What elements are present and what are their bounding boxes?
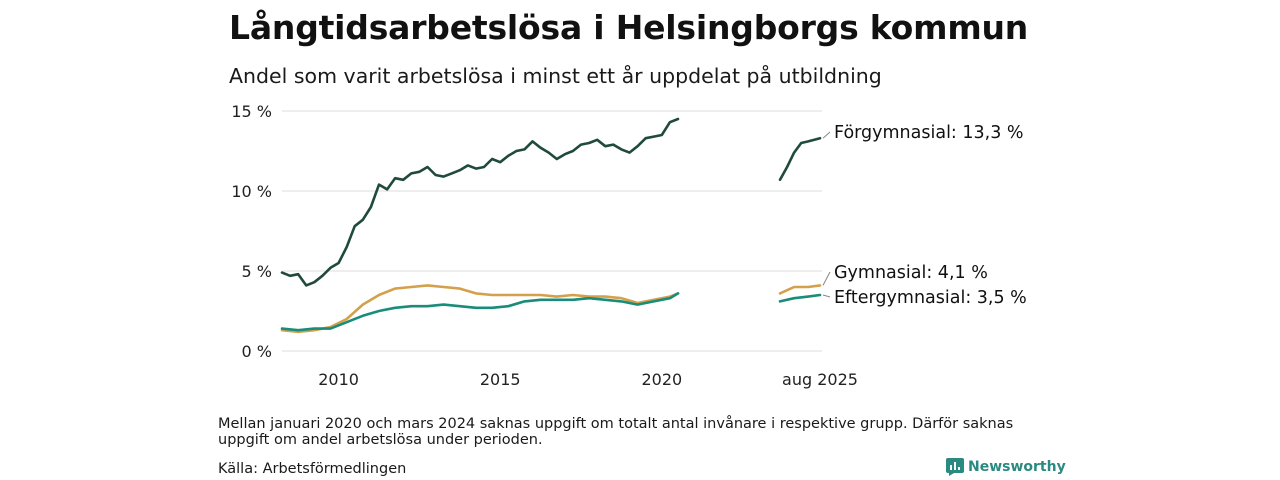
y-tick-label: 5 % — [242, 262, 272, 281]
chart-subtitle: Andel som varit arbetslösa i minst ett å… — [229, 64, 882, 88]
series-label-eftergymnasial: Eftergymnasial: 3,5 % — [834, 288, 1027, 308]
series-line-gymnasial — [778, 284, 822, 295]
source-label: Källa: Arbetsförmedlingen — [218, 461, 407, 477]
label-leader-line — [822, 294, 831, 298]
series-line-eftergymnasial — [778, 293, 822, 303]
y-tick-label: 15 % — [231, 102, 272, 121]
label-leader-line — [822, 131, 831, 139]
series-line-forgymnasial — [778, 136, 822, 182]
x-tick-label: 2020 — [641, 370, 682, 389]
series-line-gymnasial — [280, 284, 680, 334]
y-tick-label: 0 % — [242, 342, 272, 361]
series-line-eftergymnasial — [280, 292, 680, 332]
chart-note: Mellan januari 2020 och mars 2024 saknas… — [218, 416, 1014, 448]
newsworthy-logo-icon — [946, 458, 964, 476]
y-tick-label: 10 % — [231, 182, 272, 201]
line-chart: 0 % 5 % 10 % 15 % 2010 2015 2020 aug 2025 Förgym… — [231, 102, 1027, 389]
brand-logo: Newsworthy — [946, 458, 1066, 476]
label-leader-line — [822, 271, 831, 286]
series-line-forgymnasial — [280, 117, 680, 287]
x-tick-label: aug 2025 — [782, 370, 858, 389]
series-label-gymnasial: Gymnasial: 4,1 % — [834, 263, 988, 283]
brand-name: Newsworthy — [968, 459, 1066, 475]
x-tick-label: 2015 — [480, 370, 521, 389]
chart-title: Långtidsarbetslösa i Helsingborgs kommun — [229, 8, 1029, 47]
x-tick-label: 2010 — [318, 370, 359, 389]
series-label-forgymnasial: Förgymnasial: 13,3 % — [834, 123, 1024, 143]
